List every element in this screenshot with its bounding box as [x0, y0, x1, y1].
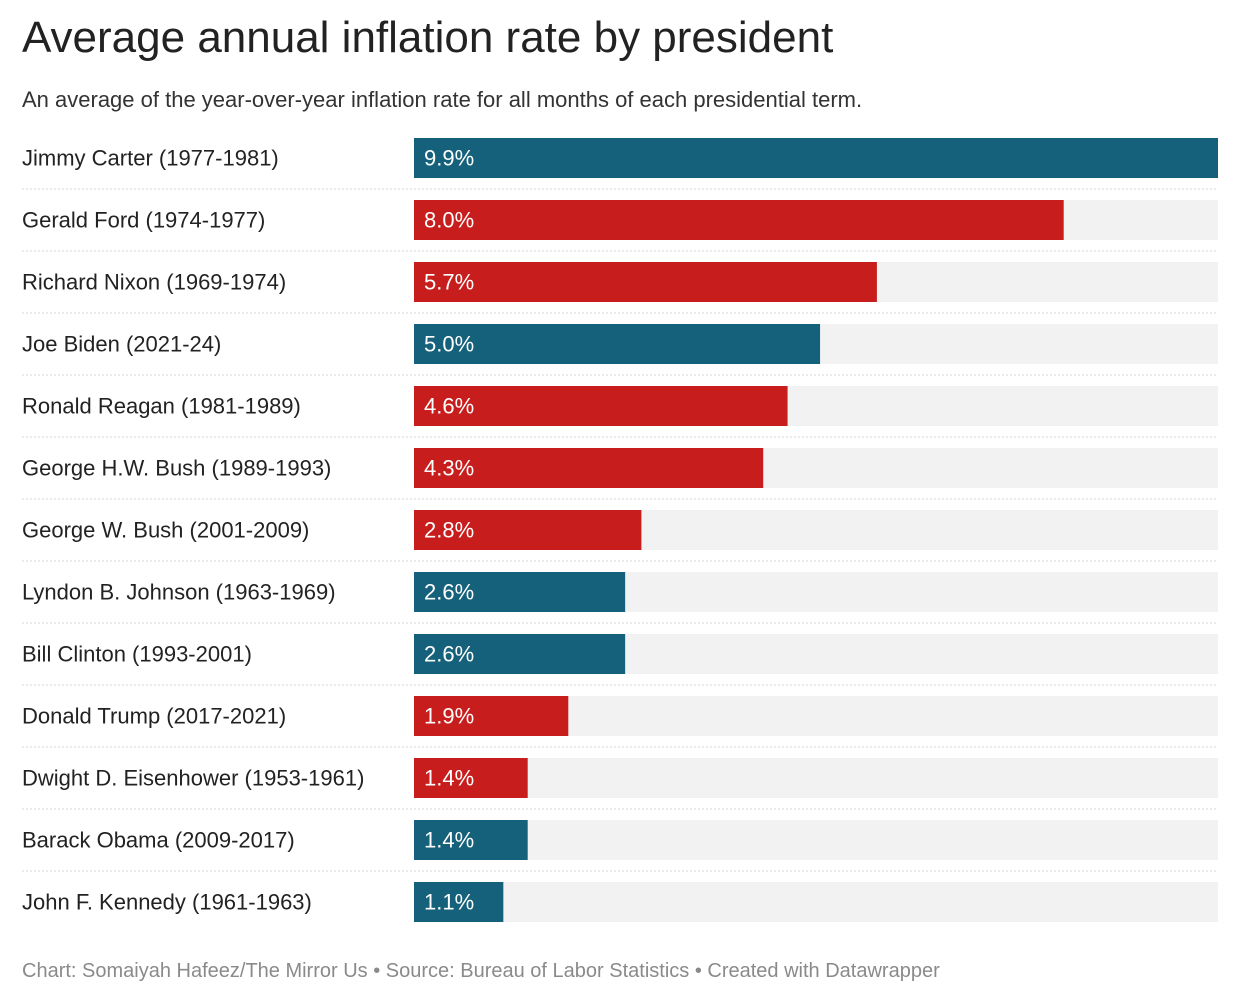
bar-row: George H.W. Bush (1989-1993) 4.3%: [22, 448, 1218, 500]
category-label: Barack Obama (2009-2017): [22, 828, 295, 853]
bar: [414, 262, 877, 302]
bar: [414, 820, 528, 860]
bar: [414, 324, 821, 364]
chart-subtitle: An average of the year-over-year inflati…: [22, 87, 863, 112]
value-label: 4.3%: [424, 456, 474, 481]
category-label: Donald Trump (2017-2021): [22, 704, 286, 729]
value-label: 2.6%: [424, 580, 474, 605]
bar: [414, 634, 626, 674]
bar-row: Dwight D. Eisenhower (1953-1961) 1.4%: [22, 758, 1218, 810]
chart-footer: Chart: Somaiyah Hafeez/The Mirror Us • S…: [22, 960, 940, 982]
bar-track: [414, 820, 1218, 860]
category-label: John F. Kennedy (1961-1963): [22, 890, 312, 915]
chart-title: Average annual inflation rate by preside…: [22, 13, 834, 62]
value-label: 8.0%: [424, 208, 474, 233]
value-label: 5.0%: [424, 332, 474, 357]
category-label: Dwight D. Eisenhower (1953-1961): [22, 766, 364, 791]
value-label: 5.7%: [424, 270, 474, 295]
value-label: 2.6%: [424, 642, 474, 667]
bar-row: John F. Kennedy (1961-1963) 1.1%: [22, 882, 1218, 922]
value-label: 2.8%: [424, 518, 474, 543]
value-label: 1.1%: [424, 890, 474, 915]
category-label: Lyndon B. Johnson (1963-1969): [22, 580, 336, 605]
bar: [414, 448, 764, 488]
category-label: Joe Biden (2021-24): [22, 332, 221, 357]
value-label: 1.4%: [424, 828, 474, 853]
category-label: Richard Nixon (1969-1974): [22, 270, 286, 295]
value-label: 1.4%: [424, 766, 474, 791]
bar: [414, 138, 1218, 178]
bar: [414, 758, 528, 798]
bar-row: Bill Clinton (1993-2001) 2.6%: [22, 634, 1218, 686]
value-label: 1.9%: [424, 704, 474, 729]
value-label: 9.9%: [424, 146, 474, 171]
bar: [414, 510, 642, 550]
value-label: 4.6%: [424, 394, 474, 419]
category-label: Jimmy Carter (1977-1981): [22, 146, 279, 171]
bar-row: Ronald Reagan (1981-1989) 4.6%: [22, 386, 1218, 438]
category-label: Bill Clinton (1993-2001): [22, 642, 252, 667]
bar-track: [414, 882, 1218, 922]
bar-row: George W. Bush (2001-2009) 2.8%: [22, 510, 1218, 562]
bar-row: Joe Biden (2021-24) 5.0%: [22, 324, 1218, 376]
bar-row: Donald Trump (2017-2021) 1.9%: [22, 696, 1218, 748]
bar: [414, 386, 788, 426]
bar: [414, 572, 626, 612]
category-label: Ronald Reagan (1981-1989): [22, 394, 301, 419]
bar-row: Lyndon B. Johnson (1963-1969) 2.6%: [22, 572, 1218, 624]
bar: [414, 696, 569, 736]
bar-row: Jimmy Carter (1977-1981) 9.9%: [22, 138, 1218, 190]
bar-track: [414, 758, 1218, 798]
bar-row: Gerald Ford (1974-1977) 8.0%: [22, 200, 1218, 252]
bar-row: Barack Obama (2009-2017) 1.4%: [22, 820, 1218, 872]
category-label: Gerald Ford (1974-1977): [22, 208, 265, 233]
bar: [414, 882, 504, 922]
bar: [414, 200, 1064, 240]
bar-row: Richard Nixon (1969-1974) 5.7%: [22, 262, 1218, 314]
category-label: George H.W. Bush (1989-1993): [22, 456, 331, 481]
category-label: George W. Bush (2001-2009): [22, 518, 309, 543]
